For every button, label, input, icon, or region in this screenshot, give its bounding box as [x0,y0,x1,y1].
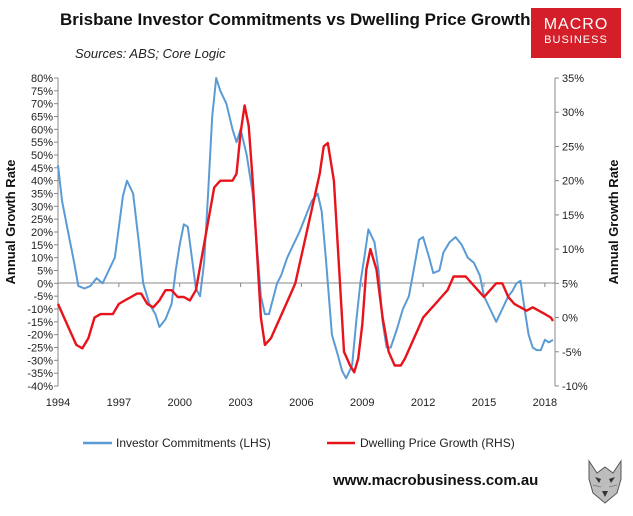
x-tick-label: 2009 [350,397,374,409]
y-tick-label-right: 0% [562,313,578,325]
y-tick-label-left: 35% [31,189,53,201]
series-line-investor-commitments [57,77,554,380]
chart-series [56,77,555,380]
y-tick-label-left: 45% [31,163,53,175]
x-tick-label: 2012 [411,397,435,409]
y-tick-label-left: -20% [27,330,53,342]
x-ticks: 1994 1997 2000 2003 2006 2009 2012 2015 2018 [46,283,557,409]
y-tick-label-right: 25% [562,141,584,153]
x-tick-label: 1994 [46,397,70,409]
y-tick-label-left: 40% [31,176,53,188]
y-ticks-right: 35% 30% 25% 20% 15% 10% 5% 0% -5% -10% [555,73,588,393]
y-tick-label-right: 5% [562,278,578,290]
y-tick-label-left: 25% [31,214,53,226]
y-tick-label-left: 75% [31,86,53,98]
y-tick-label-right: 20% [562,176,584,188]
y-tick-label-left: 30% [31,201,53,213]
y-tick-label-left: -15% [27,317,53,329]
y-tick-label-left: -10% [27,304,53,316]
legend-label-rhs: Dwelling Price Growth (RHS) [360,436,515,450]
y-tick-label-right: 30% [562,107,584,119]
y-axis-label-right: Annual Growth Rate [606,160,621,285]
y-axis-label-left: Annual Growth Rate [3,160,18,285]
y-tick-label-left: 80% [31,73,53,85]
y-tick-label-left: 10% [31,253,53,265]
x-tick-label: 2018 [533,397,557,409]
y-tick-label-left: 70% [31,99,53,111]
logo-line2: BUSINESS [544,34,608,46]
y-tick-label-left: 5% [37,266,53,278]
y-tick-label-left: 60% [31,124,53,136]
brand-logo: MACRO BUSINESS [531,8,621,58]
y-tick-label-left: -5% [33,291,53,303]
legend: Investor Commitments (LHS) Dwelling Pric… [83,436,515,450]
x-tick-label: 2003 [228,397,252,409]
y-tick-label-left: 55% [31,137,53,149]
x-tick-label: 2000 [167,397,191,409]
y-tick-label-left: 0% [37,278,53,290]
x-tick-label: 1997 [107,397,131,409]
wolf-logo-icon [583,457,627,505]
y-tick-label-left: 20% [31,227,53,239]
y-tick-label-left: -25% [27,343,53,355]
y-tick-label-left: 50% [31,150,53,162]
chart-subtitle: Sources: ABS; Core Logic [75,46,226,61]
y-tick-label-left: 15% [31,240,53,252]
logo-line1: MACRO [543,16,609,33]
y-tick-label-right: 35% [562,73,584,85]
legend-label-lhs: Investor Commitments (LHS) [116,436,271,450]
x-tick-label: 2006 [289,397,313,409]
y-tick-label-right: 15% [562,210,584,222]
y-tick-label-left: -40% [27,381,53,393]
series-line-dwelling-price-growth [56,104,555,374]
y-ticks-left: 80%75%70%65%60%55%50%45%40%35%30%25%20%1… [27,73,58,393]
footer-url[interactable]: www.macrobusiness.com.au [333,472,539,489]
y-tick-label-right: 10% [562,244,584,256]
y-tick-label-right: -10% [562,381,588,393]
y-tick-label-right: -5% [562,347,582,359]
x-tick-label: 2015 [472,397,496,409]
y-tick-label-left: -30% [27,355,53,367]
y-tick-label-left: -35% [27,368,53,380]
y-tick-label-left: 65% [31,112,53,124]
chart-title: Brisbane Investor Commitments vs Dwellin… [60,10,531,29]
